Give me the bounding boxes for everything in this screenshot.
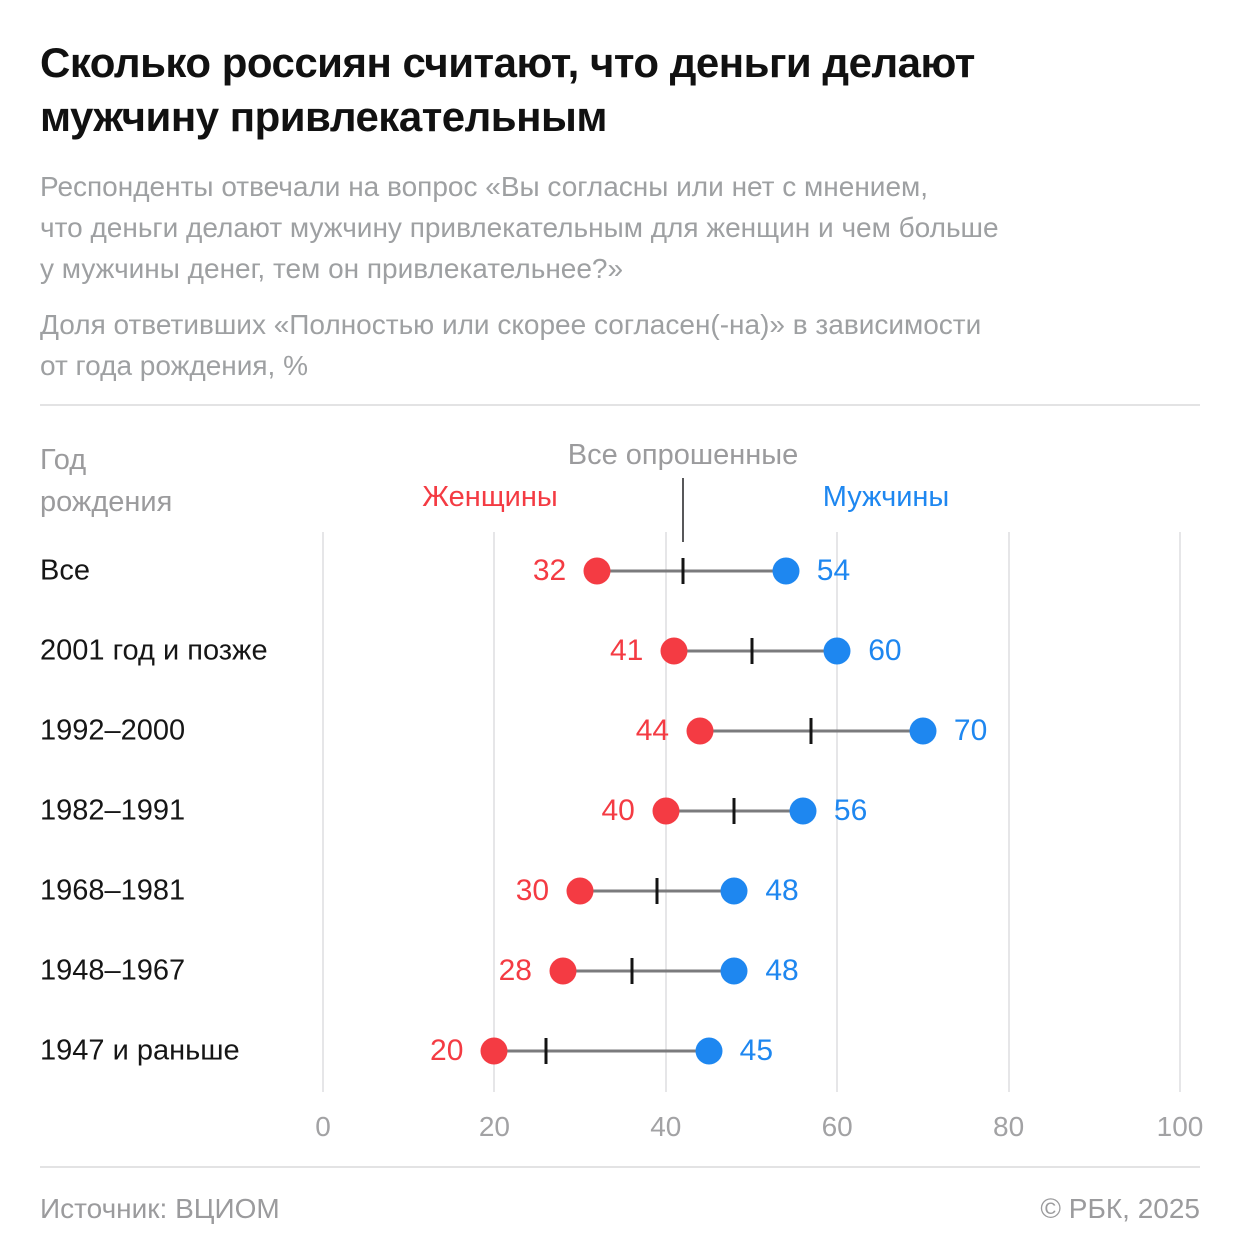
female-dot: [652, 797, 680, 825]
source-credit: Источник: ВЦИОМ: [40, 1193, 280, 1224]
male-dot: [695, 1037, 723, 1065]
all-respondents-tick: [750, 638, 753, 664]
gridline: [1007, 532, 1010, 1092]
page-title-line-2: мужчину привлекательным: [40, 93, 607, 140]
all-respondents-tick: [544, 1038, 548, 1064]
row-header-line-1: Год: [40, 444, 87, 476]
male-value-label: 56: [833, 794, 868, 827]
female-value-label: 41: [610, 634, 644, 667]
female-dot: [549, 957, 577, 985]
legend-all-respondents: Все опрошенные: [567, 439, 799, 471]
gridline: [1179, 532, 1181, 1092]
all-respondents-pointer: [681, 478, 684, 542]
female-value-label: 20: [430, 1034, 464, 1067]
x-axis-tick-label: 40: [650, 1111, 682, 1142]
male-dot: [823, 637, 851, 665]
male-value-label: 70: [953, 714, 988, 747]
male-dot: [720, 877, 748, 905]
top-divider: [40, 404, 1200, 406]
all-respondents-tick: [655, 878, 659, 904]
male-value-label: 60: [868, 634, 902, 667]
note-line-2: от года рождения, %: [40, 350, 308, 381]
x-axis-tick-label: 60: [821, 1111, 853, 1142]
subtitle-line-3: у мужчины денег, тем он привлекательнее?…: [40, 253, 624, 284]
female-value-label: 30: [515, 874, 550, 907]
gridline: [493, 532, 496, 1092]
row-label: 1982–1991: [40, 794, 186, 827]
connector: [562, 969, 735, 973]
row-header: Год рождения: [40, 439, 172, 523]
male-value-label: 54: [816, 554, 851, 587]
gridline: [836, 532, 839, 1092]
legend-men: Мужчины: [822, 481, 950, 513]
row-label: 2001 год и позже: [40, 634, 268, 667]
row-label: Все: [40, 554, 90, 587]
male-value-label: 48: [765, 874, 799, 907]
copyright: © РБК, 2025: [1040, 1193, 1200, 1224]
page-title-line-1: Сколько россиян считают, что деньги дела…: [40, 39, 975, 86]
connector: [597, 569, 786, 573]
female-dot: [480, 1037, 508, 1065]
male-dot: [720, 957, 748, 985]
measure-description-text: Доля ответивших «Полностью или скорее со…: [40, 304, 1200, 386]
female-value-label: 44: [635, 714, 670, 747]
row-label: 1948–1967: [40, 954, 186, 987]
male-dot: [772, 557, 800, 585]
note-line-1: Доля ответивших «Полностью или скорее со…: [40, 309, 982, 340]
male-dot: [789, 797, 817, 825]
gridline: [322, 532, 324, 1092]
connector: [674, 649, 838, 653]
male-dot: [909, 717, 937, 745]
x-axis-tick-label: 80: [993, 1111, 1025, 1142]
row-label: 1947 и раньше: [40, 1034, 240, 1067]
male-value-label: 48: [765, 954, 799, 987]
female-value-label: 28: [498, 954, 532, 987]
female-value-label: 32: [532, 554, 567, 587]
male-value-label: 45: [739, 1034, 774, 1067]
all-respondents-tick: [681, 558, 685, 584]
row-label: 1992–2000: [40, 714, 186, 747]
connector: [494, 1049, 709, 1053]
female-value-label: 40: [601, 794, 635, 827]
subtitle-line-2: что деньги делают мужчину привлекательны…: [40, 212, 999, 243]
all-respondents-tick: [732, 798, 736, 824]
subtitle-line-1: Респонденты отвечали на вопрос «Вы согла…: [40, 171, 929, 202]
bottom-divider: [40, 1166, 1200, 1168]
legend-women: Женщины: [422, 481, 558, 513]
female-dot: [686, 717, 714, 745]
survey-question-text: Респонденты отвечали на вопрос «Вы согла…: [40, 166, 1200, 289]
row-label: 1968–1981: [40, 874, 186, 907]
x-axis-tick-label: 0: [315, 1111, 331, 1142]
all-respondents-tick: [630, 958, 634, 984]
page-title: Сколько россиян считают, что деньги дела…: [40, 36, 1200, 144]
row-header-line-2: рождения: [40, 486, 173, 518]
x-axis-tick-label: 20: [478, 1111, 510, 1142]
female-dot: [583, 557, 611, 585]
x-axis-tick-label: 100: [1156, 1111, 1204, 1142]
all-respondents-tick: [809, 718, 813, 744]
female-dot: [660, 637, 688, 665]
female-dot: [566, 877, 594, 905]
